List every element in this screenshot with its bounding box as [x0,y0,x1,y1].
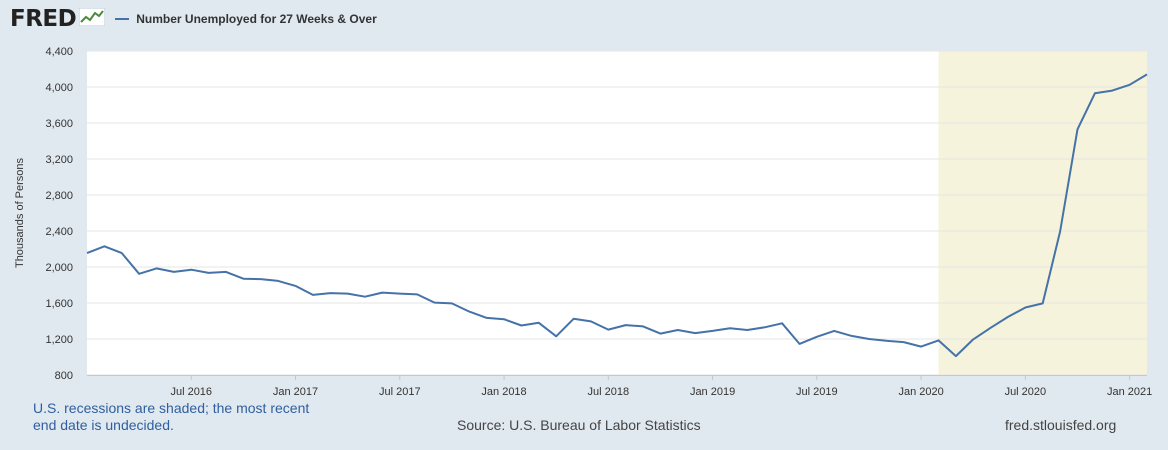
line-chart: 800 1,200 1,600 2,000 2,400 2,800 3,200 3,600 4,… [14,46,1152,398]
x-tick-label: Jan 2020 [898,386,943,398]
y-tick-label: 1,200 [45,334,73,346]
recession-shade [938,51,1147,375]
source-url[interactable]: fred.stlouisfed.org [1005,417,1117,433]
legend-label: Number Unemployed for 27 Weeks & Over [136,12,377,26]
y-axis: 800 1,200 1,600 2,000 2,400 2,800 3,200 3,600 4,… [45,46,73,382]
chart-header: FRED Number Unemployed for 27 Weeks & Ov… [10,6,377,32]
x-tick-label: Jul 2018 [588,386,630,398]
x-tick-label: Jan 2019 [690,386,735,398]
y-tick-label: 1,600 [45,298,73,310]
y-axis-title: Thousands of Persons [14,157,26,268]
y-tick-label: 2,400 [45,226,73,238]
series-layer [86,73,1148,358]
series-line [86,73,1148,358]
y-tick-label: 2,800 [45,190,73,202]
legend-swatch [115,18,130,20]
y-tick-label: 3,200 [45,154,73,166]
source-note: Source: U.S. Bureau of Labor Statistics [457,417,701,433]
recession-note: U.S. recessions are shaded; the most rec… [33,400,310,433]
legend: Number Unemployed for 27 Weeks & Over [115,12,377,26]
x-axis: Jul 2016 Jan 2017 Jul 2017 Jan 2018 Jul 2018… [87,375,1152,398]
x-tick-label: Jan 2018 [481,386,526,398]
y-tick-label: 800 [55,370,73,382]
x-tick-label: Jul 2019 [796,386,838,398]
x-tick-label: Jan 2021 [1107,386,1152,398]
recession-shading-layer [938,51,1147,375]
y-tick-label: 4,400 [45,46,73,58]
y-tick-label: 2,000 [45,262,73,274]
x-tick-label: Jul 2020 [1005,386,1047,398]
y-tick-label: 3,600 [45,118,73,130]
fred-logo: FRED [10,6,77,32]
x-tick-label: Jan 2017 [273,386,318,398]
y-tick-label: 4,000 [45,82,73,94]
x-tick-label: Jul 2016 [170,386,212,398]
x-tick-label: Jul 2017 [379,386,421,398]
